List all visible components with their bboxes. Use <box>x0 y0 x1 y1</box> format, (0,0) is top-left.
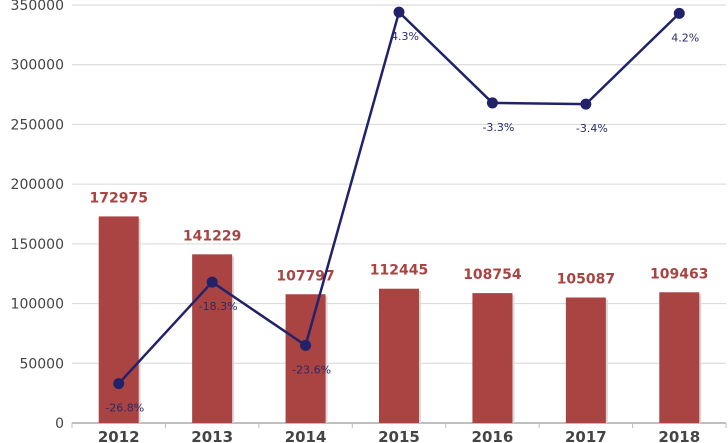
y-tick-label: 50000 <box>19 356 64 372</box>
x-tick-label: 2016 <box>472 428 514 443</box>
bars <box>98 216 702 423</box>
growth-point <box>673 7 685 19</box>
x-tick-label: 2012 <box>98 428 140 443</box>
bar <box>285 294 326 423</box>
x-tick-label: 2018 <box>658 428 700 443</box>
y-tick-label: 300000 <box>11 58 64 74</box>
growth-point <box>300 339 312 351</box>
bar-value-label: 107797 <box>276 268 334 284</box>
growth-point <box>580 98 592 110</box>
x-tick-label: 2014 <box>285 428 327 443</box>
bar-value-label: 105087 <box>557 271 615 287</box>
bar-value-label: 172975 <box>89 190 147 206</box>
bar-value-label: 112445 <box>370 263 428 279</box>
bar <box>565 297 606 423</box>
grid-lines <box>71 4 727 428</box>
growth-rate-label: -3.4% <box>576 122 608 135</box>
growth-rate-label: -23.6% <box>292 363 331 376</box>
x-tick-label: 2013 <box>191 428 233 443</box>
bar <box>659 292 700 423</box>
bar <box>379 288 419 423</box>
bar-value-label: 141229 <box>183 228 241 244</box>
x-tick-label: 2015 <box>378 428 420 443</box>
x-axis-ticks: 2012 2013 2014 2015 2016 2017 2018 <box>98 428 700 443</box>
growth-rate-label: 4.3% <box>391 30 419 43</box>
y-axis-ticks: 0 50000 100000 150000 200000 250000 300000 3500… <box>11 0 64 432</box>
y-tick-label: 250000 <box>11 117 64 133</box>
y-tick-label: 150000 <box>11 237 64 253</box>
bar-labels: 172975 141229 107797 112445 108754 105087 1094… <box>89 190 708 287</box>
growth-point <box>486 97 498 109</box>
x-tick-label: 2017 <box>565 428 607 443</box>
y-tick-label: 0 <box>55 416 64 432</box>
growth-point <box>206 276 218 288</box>
growth-rate-label: -18.3% <box>199 300 238 313</box>
bar-value-label: 109463 <box>650 266 708 282</box>
growth-point <box>393 6 405 18</box>
bar <box>472 293 513 423</box>
bar <box>98 216 139 423</box>
y-tick-label: 200000 <box>11 177 64 193</box>
growth-line <box>113 6 685 390</box>
growth-rate-label: -3.3% <box>482 121 514 134</box>
growth-labels: -26.8% -18.3% -23.6% 4.3% -3.3% -3.4% 4.2% <box>105 30 699 414</box>
growth-rate-label: 4.2% <box>671 31 699 44</box>
growth-point <box>113 378 125 390</box>
bar-value-label: 108754 <box>463 267 522 283</box>
y-tick-label: 350000 <box>11 0 64 14</box>
y-tick-label: 100000 <box>11 297 64 313</box>
growth-rate-label: -26.8% <box>105 402 144 415</box>
